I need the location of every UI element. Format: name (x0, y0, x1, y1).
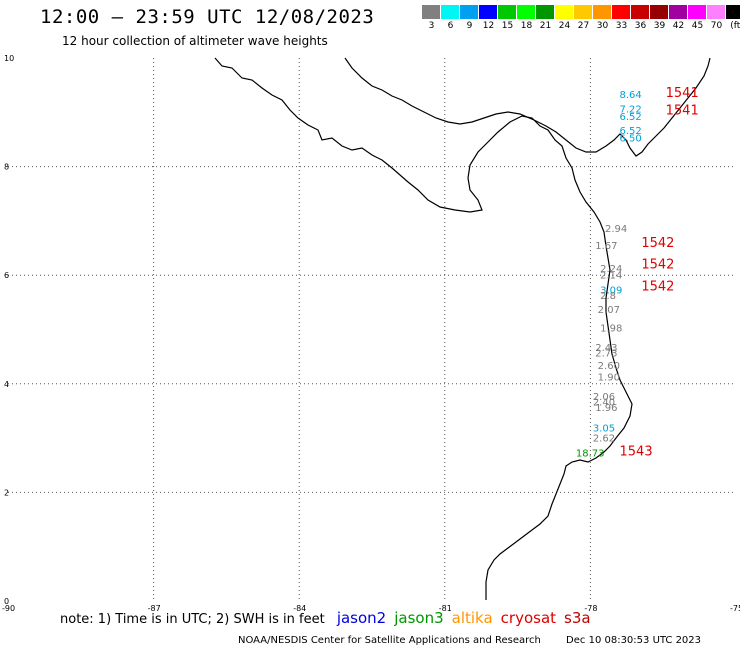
wave-height-value: 2.24 (600, 264, 622, 275)
legend-label: 18 (520, 21, 533, 31)
lon-tick-label: -78 (584, 604, 597, 613)
legend-swatch (593, 5, 612, 19)
lat-tick-label: 0 (4, 597, 9, 606)
legend-swatch (612, 5, 631, 19)
footer-row: note: 1) Time is in UTC; 2) SWH is in fe… (60, 609, 591, 627)
satellite-label-altika: altika (451, 609, 493, 627)
legend-label: 70 (710, 21, 723, 31)
axis-ticks: 10 8 6 4 2 0-90 -87 -84 -81 -78 -75 (2, 54, 740, 613)
footer-note: note: 1) Time is in UTC; 2) SWH is in fe… (60, 612, 325, 627)
map-grid (8, 58, 736, 601)
orbit-pass-label: 1542 (641, 258, 674, 273)
legend-label: 45 (691, 21, 704, 31)
satellite-legend: jason2 jason3 altika cryosat s3a (329, 609, 591, 627)
legend-swatch (498, 5, 517, 19)
legend-label: 9 (466, 21, 473, 31)
wave-height-value: 6.52 (620, 126, 642, 137)
orbit-pass-label: 1542 (641, 279, 674, 294)
coastline (214, 57, 711, 600)
legend-swatch (460, 5, 479, 19)
legend-color-bar (422, 5, 740, 19)
satellite-label-s3a: s3a (564, 609, 591, 627)
legend-label: (ft) (730, 21, 740, 31)
wave-height-value: 2.62 (593, 433, 615, 444)
legend-swatch (707, 5, 726, 19)
legend-label: 24 (558, 21, 571, 31)
legend-label: 30 (596, 21, 609, 31)
legend-swatch (555, 5, 574, 19)
orbit-pass-label: 1541 (666, 86, 699, 101)
wave-height-value: 2.40 (593, 398, 615, 409)
lon-tick-label: -90 (2, 604, 15, 613)
map-title: 12:00 – 23:59 UTC 12/08/2023 (40, 6, 375, 28)
wave-height-value: 6.52 (620, 112, 642, 123)
wave-height-value: 1.90 (598, 373, 620, 384)
legend-swatch (631, 5, 650, 19)
coastline-caribbean (344, 57, 711, 157)
wave-height-value: 2.73 (595, 349, 617, 360)
legend-label: 33 (615, 21, 628, 31)
satellite-label-jason2: jason2 (336, 609, 387, 627)
map-subtitle: 12 hour collection of altimeter wave hei… (62, 34, 328, 48)
legend-label: 6 (447, 21, 454, 31)
wave-height-value: 18.73 (576, 449, 605, 460)
wave-height-value: 2.8 (600, 291, 616, 302)
legend-label: 27 (577, 21, 590, 31)
generated-timestamp: Dec 10 08:30:53 UTC 2023 (566, 635, 702, 646)
legend-label: 3 (428, 21, 435, 31)
lat-tick-label: 4 (4, 380, 9, 389)
legend-swatch (574, 5, 593, 19)
lat-tick-label: 10 (4, 54, 14, 63)
legend-swatch (726, 5, 740, 19)
wave-height-value: 2.07 (598, 305, 620, 316)
coastline-pacific (214, 57, 633, 600)
legend-label: 21 (539, 21, 552, 31)
wave-height-value: 2.43 (595, 343, 617, 354)
pass-labels: 1541 1541 1542 1542 1542 1543 (620, 86, 699, 459)
legend-swatch (517, 5, 536, 19)
wave-height-value: 2.94 (605, 224, 627, 235)
wave-height-value: 1.96 (595, 403, 617, 414)
satellite-label-jason3: jason3 (394, 609, 444, 627)
legend-label: 36 (634, 21, 647, 31)
wave-height-value: 2.06 (593, 392, 615, 403)
lon-tick-label: -75 (730, 604, 740, 613)
lat-tick-label: 8 (4, 163, 9, 172)
orbit-pass-label: 1543 (620, 444, 653, 459)
satellite-label-cryosat: cryosat (500, 609, 557, 627)
lon-tick-label: -84 (293, 604, 306, 613)
lat-tick-label: 6 (4, 271, 9, 280)
orbit-pass-label: 1541 (666, 103, 699, 118)
credit-text: NOAA/NESDIS Center for Satellite Applica… (238, 635, 541, 646)
legend-swatch (688, 5, 707, 19)
wave-height-value: 7.22 (620, 104, 642, 115)
credits-line: NOAA/NESDIS Center for Satellite Applica… (238, 635, 701, 646)
lon-tick-label: -81 (439, 604, 452, 613)
legend-label: 15 (501, 21, 514, 31)
wave-height-value: 1.98 (600, 324, 622, 335)
legend-swatch (669, 5, 688, 19)
wave-height-value: 6.50 (620, 134, 642, 145)
legend-label: 42 (672, 21, 685, 31)
legend-swatch (441, 5, 460, 19)
wave-height-value: 2.60 (598, 361, 620, 372)
wave-height-value: 8.64 (620, 90, 642, 101)
orbit-pass-label: 1542 (641, 236, 674, 251)
legend-swatch (479, 5, 498, 19)
legend-label: 12 (482, 21, 495, 31)
lat-tick-label: 2 (4, 488, 9, 497)
legend-label: 39 (653, 21, 666, 31)
wave-observations: 8.647.226.526.526.502.941.672.242.143.09… (576, 90, 642, 459)
wave-height-value: 2.14 (600, 270, 622, 281)
wave-height-value: 1.67 (595, 241, 617, 252)
wave-height-value: 3.05 (593, 424, 615, 435)
lon-tick-label: -87 (148, 604, 161, 613)
legend-swatch (536, 5, 555, 19)
legend-swatch (422, 5, 441, 19)
legend-swatch (650, 5, 669, 19)
wave-height-value: 3.09 (600, 286, 622, 297)
